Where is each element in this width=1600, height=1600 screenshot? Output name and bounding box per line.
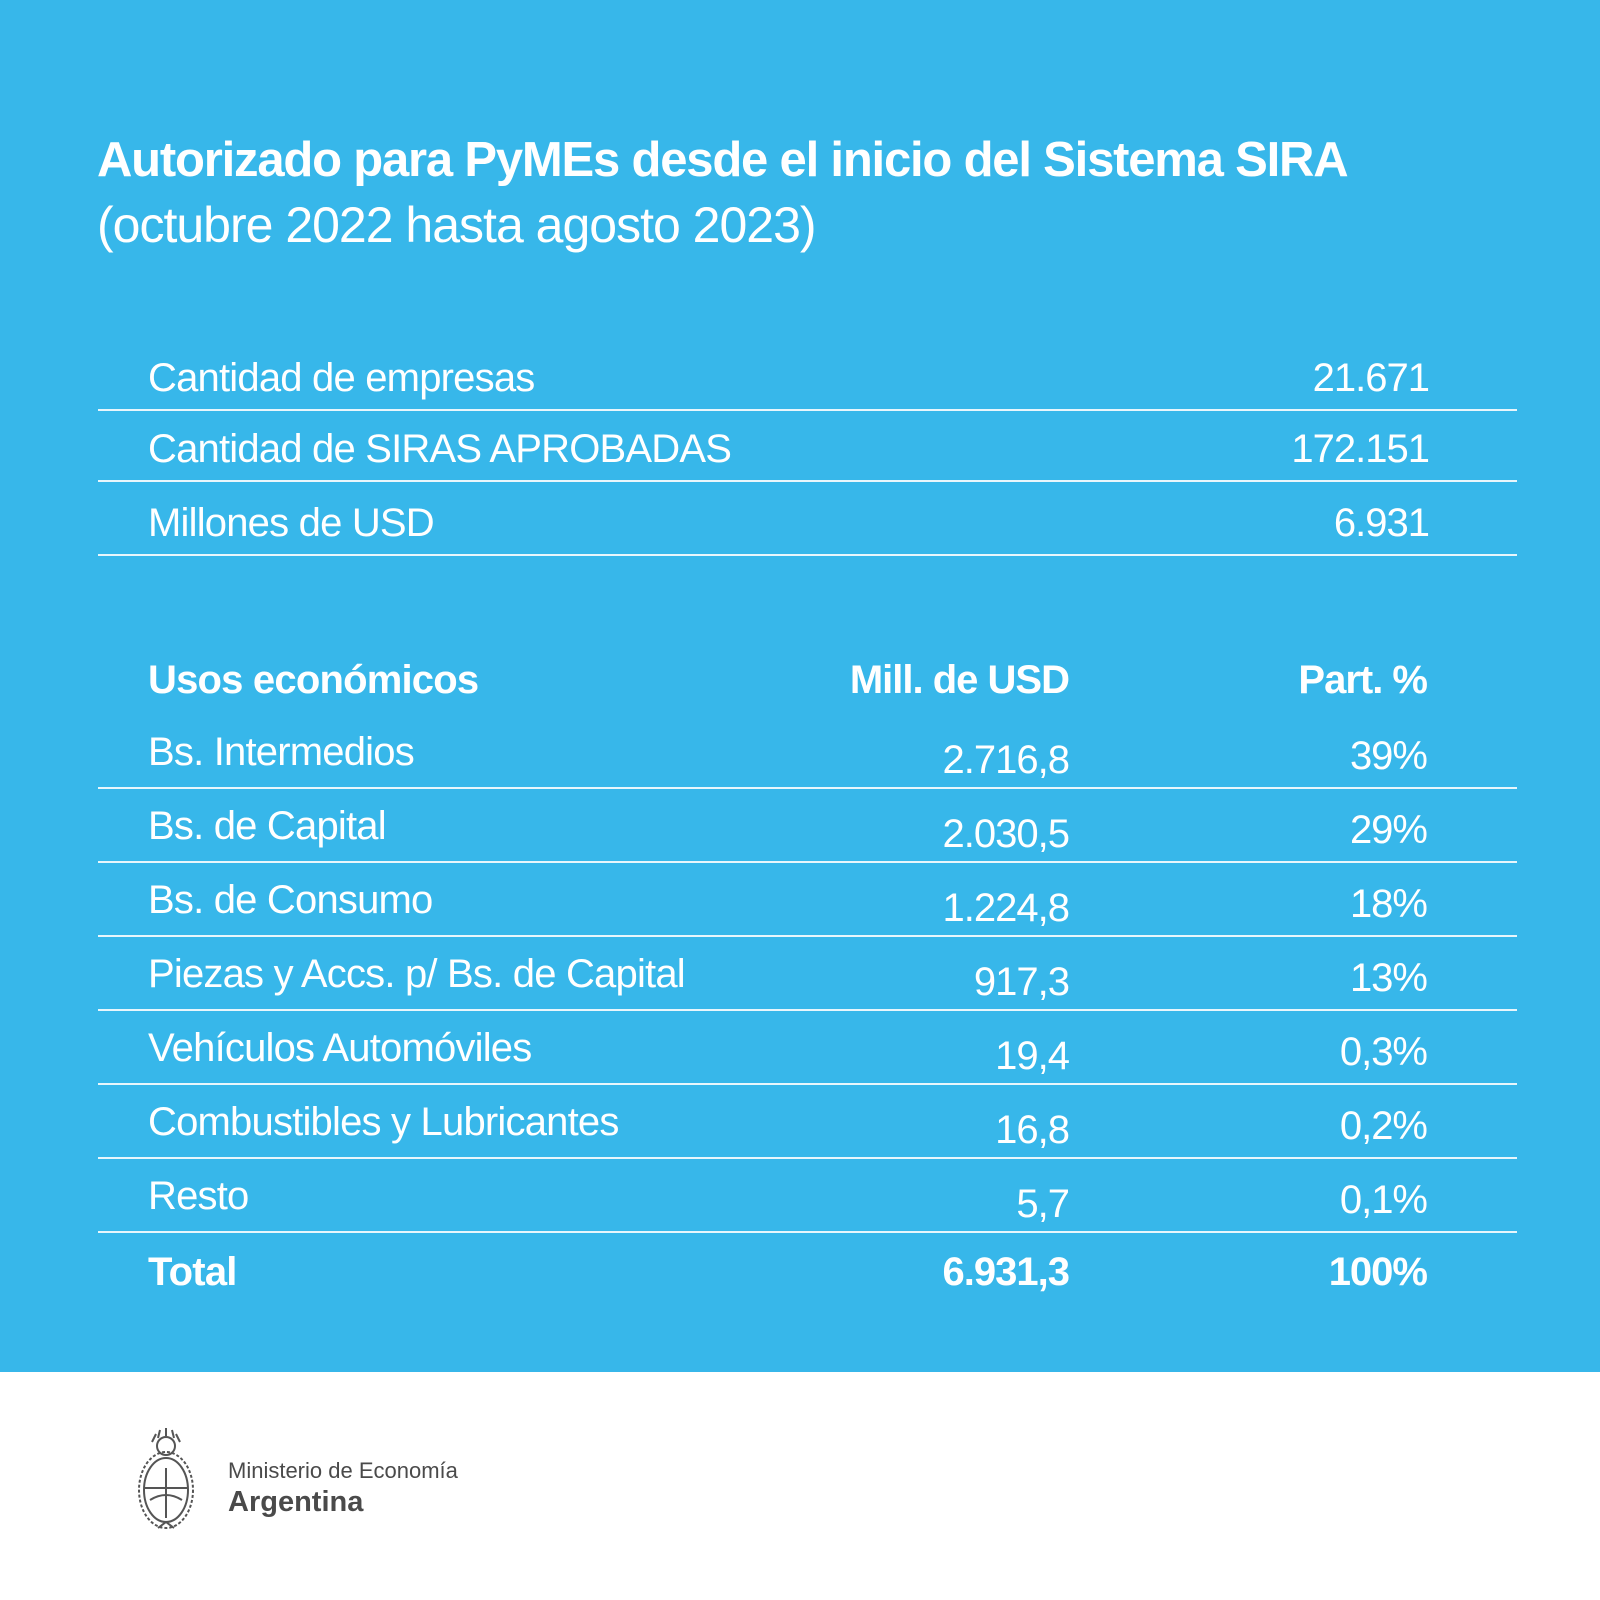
summary-value: 6.931: [1333, 501, 1430, 545]
row-label: Total: [148, 1250, 237, 1294]
summary-row: Cantidad de SIRAS APROBADAS 172.151: [98, 411, 1517, 482]
ministry-name: Ministerio de Economía: [228, 1458, 458, 1483]
row-label: Bs. de Consumo: [148, 878, 433, 922]
table-row: Piezas y Accs. p/ Bs. de Capital 917,3 13%: [98, 937, 1517, 1011]
row-mill-usd: 2.030,5: [942, 812, 1070, 856]
row-part: 39%: [1349, 734, 1428, 778]
row-mill-usd: 19,4: [995, 1034, 1070, 1078]
row-part: 0,3%: [1339, 1030, 1428, 1074]
summary-value: 21.671: [1312, 356, 1430, 400]
row-label: Combustibles y Lubricantes: [148, 1100, 619, 1144]
row-mill-usd: 16,8: [995, 1108, 1070, 1152]
summary-label: Cantidad de empresas: [148, 356, 535, 400]
row-label: Piezas y Accs. p/ Bs. de Capital: [148, 952, 686, 996]
table-row: Bs. de Consumo 1.224,8 18%: [98, 863, 1517, 937]
row-mill-usd: 1.224,8: [942, 886, 1070, 930]
row-mill-usd: 5,7: [1016, 1182, 1070, 1226]
summary-label: Millones de USD: [148, 501, 435, 545]
header-part: Part. %: [1298, 658, 1428, 702]
row-mill-usd: 917,3: [973, 960, 1070, 1004]
row-part: 0,1%: [1339, 1178, 1428, 1222]
row-label: Bs. de Capital: [148, 804, 387, 848]
summary-value: 172.151: [1291, 427, 1430, 471]
row-mill-usd: 2.716,8: [942, 738, 1070, 782]
table-row: Resto 5,7 0,1%: [98, 1159, 1517, 1233]
summary-row: Millones de USD 6.931: [98, 482, 1517, 556]
row-label: Resto: [148, 1174, 249, 1218]
coat-of-arms-icon: [138, 1428, 194, 1529]
row-part: 100%: [1328, 1250, 1428, 1294]
table-row: Bs. de Capital 2.030,5 29%: [98, 789, 1517, 863]
usage-table: Usos económicos Mill. de USD Part. % Bs.…: [98, 645, 1517, 1307]
header-usos: Usos económicos: [148, 658, 479, 702]
info-panel: Autorizado para PyMEs desde el inicio de…: [0, 0, 1600, 1372]
country-name: Argentina: [228, 1486, 364, 1518]
row-part: 29%: [1349, 808, 1428, 852]
row-part: 0,2%: [1339, 1104, 1428, 1148]
row-label: Bs. Intermedios: [148, 730, 415, 774]
row-label: Vehículos Automóviles: [148, 1026, 532, 1070]
header-mill-usd: Mill. de USD: [849, 658, 1070, 702]
table-row: Combustibles y Lubricantes 16,8 0,2%: [98, 1085, 1517, 1159]
table-row: Vehículos Automóviles 19,4 0,3%: [98, 1011, 1517, 1085]
table-row: Bs. Intermedios 2.716,8 39%: [98, 715, 1517, 789]
summary-table: Cantidad de empresas 21.671 Cantidad de …: [98, 340, 1517, 556]
row-part: 13%: [1349, 956, 1428, 1000]
page-title: Autorizado para PyMEs desde el inicio de…: [97, 133, 1349, 187]
summary-row: Cantidad de empresas 21.671: [98, 340, 1517, 411]
page-subtitle: (octubre 2022 hasta agosto 2023): [97, 197, 817, 253]
row-part: 18%: [1349, 882, 1428, 926]
row-mill-usd: 6.931,3: [942, 1250, 1070, 1294]
table-header: Usos económicos Mill. de USD Part. %: [98, 645, 1517, 715]
table-total-row: Total 6.931,3 100%: [98, 1233, 1517, 1307]
summary-label: Cantidad de SIRAS APROBADAS: [148, 427, 732, 471]
